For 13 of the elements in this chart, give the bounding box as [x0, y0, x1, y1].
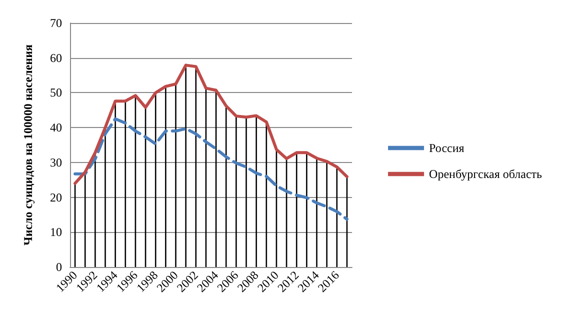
y-tick-label: 40: [50, 120, 62, 135]
legend-label: Россия: [429, 141, 465, 155]
y-tick-label: 0: [56, 260, 62, 274]
y-tick-label: 50: [50, 86, 62, 100]
y-tick-label: 70: [50, 16, 62, 30]
legend-label: Оренбургская область: [429, 167, 543, 181]
y-tick-label: 60: [50, 50, 62, 65]
line-series: [74, 117, 348, 221]
y-axis-title: Число суицидов на 100000 населения: [21, 44, 35, 246]
y-tick-label: 10: [50, 225, 62, 240]
y-tick-label: 30: [50, 155, 62, 170]
line-series: [74, 64, 348, 185]
y-tick-label: 20: [50, 190, 62, 204]
